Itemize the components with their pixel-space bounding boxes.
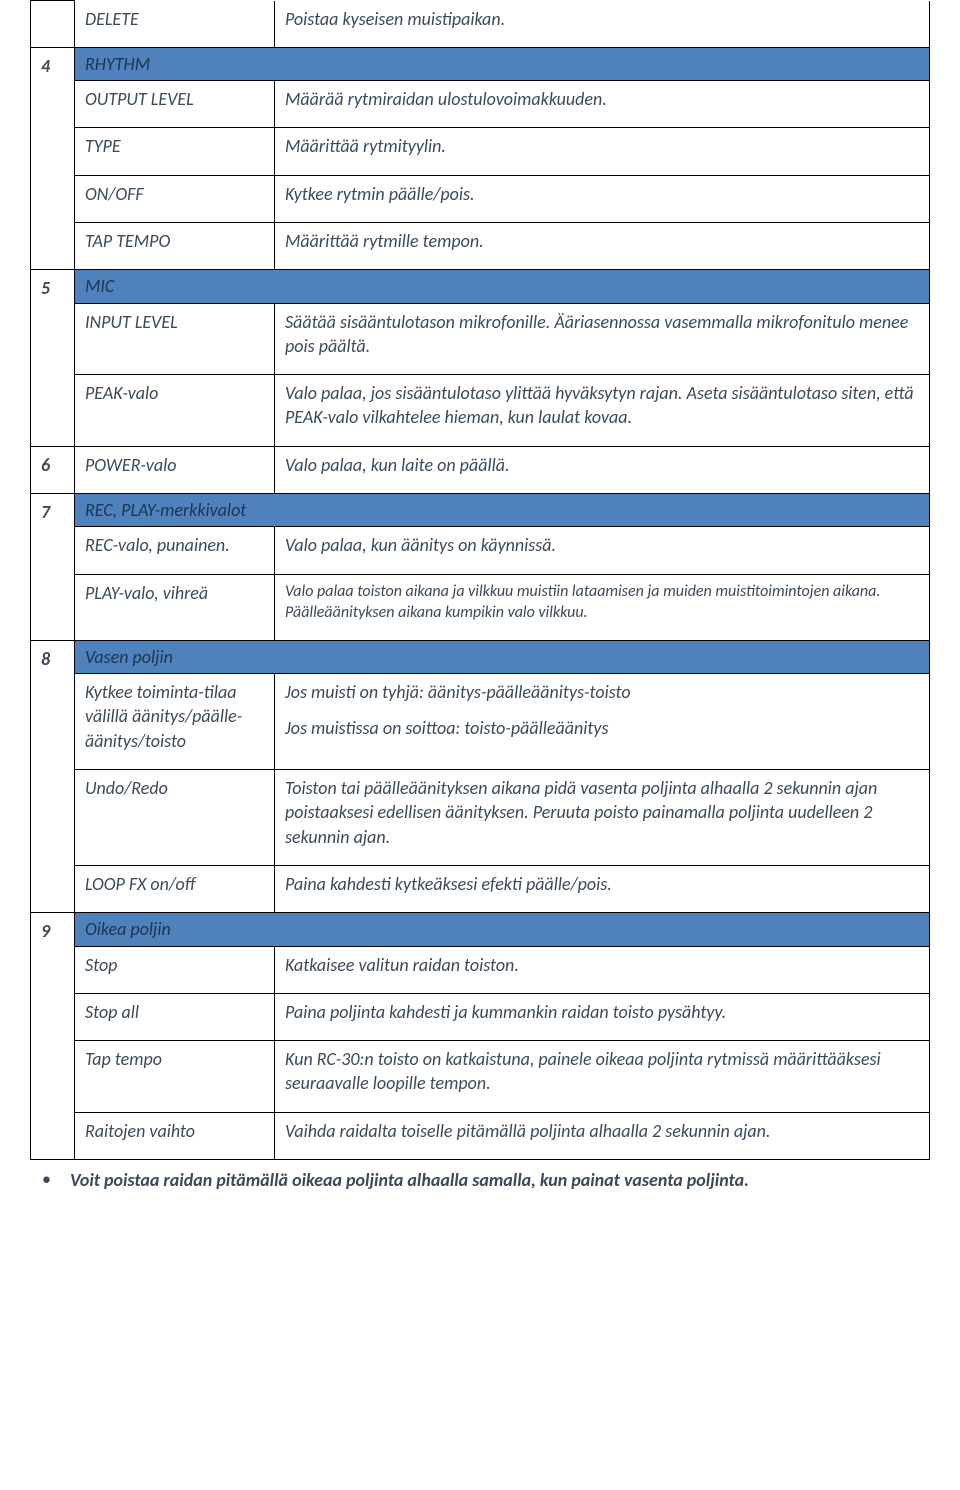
param-label: Raitojen vaihto [75, 1112, 275, 1159]
table-row: ON/OFF Kytkee rytmin päälle/pois. [31, 175, 930, 222]
row-number: 8 [31, 640, 75, 912]
param-label: TAP TEMPO [75, 222, 275, 269]
param-label: Kytkee toiminta-tilaa välillä äänitys/pä… [75, 674, 275, 770]
param-label: Stop [75, 946, 275, 993]
param-label: OUTPUT LEVEL [75, 81, 275, 128]
section-title: Vasen poljin [75, 640, 930, 673]
footnote-text: Voit poistaa raidan pitämällä oikeaa pol… [70, 1168, 930, 1193]
param-desc: Katkaisee valitun raidan toiston. [275, 946, 930, 993]
param-label: ON/OFF [75, 175, 275, 222]
param-label: Undo/Redo [75, 770, 275, 866]
param-label: POWER-valo [75, 446, 275, 493]
table-row: INPUT LEVEL Säätää sisääntulotason mikro… [31, 303, 930, 375]
table-row: LOOP FX on/off Paina kahdesti kytkeäkses… [31, 865, 930, 912]
param-label: REC-valo, punainen. [75, 527, 275, 574]
table-row: Raitojen vaihto Vaihda raidalta toiselle… [31, 1112, 930, 1159]
table-row: DELETE Poistaa kyseisen muistipaikan. [31, 1, 930, 48]
row-number [31, 1, 75, 48]
table-row: 6 POWER-valo Valo palaa, kun laite on pä… [31, 446, 930, 493]
param-label: LOOP FX on/off [75, 865, 275, 912]
section-title: MIC [75, 270, 930, 303]
table-row: TYPE Määrittää rytmityylin. [31, 128, 930, 175]
section-header-row: 7 REC, PLAY-merkkivalot [31, 494, 930, 527]
desc-line: Jos muistissa on soittoa: toisto-päälleä… [285, 716, 919, 740]
section-header-row: 8 Vasen poljin [31, 640, 930, 673]
param-label: Stop all [75, 993, 275, 1040]
param-label: INPUT LEVEL [75, 303, 275, 375]
footnote: • Voit poistaa raidan pitämällä oikeaa p… [30, 1168, 930, 1193]
row-number: 5 [31, 270, 75, 446]
section-header-row: 9 Oikea poljin [31, 913, 930, 946]
param-label: Tap tempo [75, 1041, 275, 1113]
param-desc: Valo palaa toiston aikana ja vilkkuu mui… [275, 574, 930, 640]
param-label: PEAK-valo [75, 375, 275, 447]
param-desc: Valo palaa, kun laite on päällä. [275, 446, 930, 493]
bullet-icon: • [42, 1168, 70, 1193]
table-row: Kytkee toiminta-tilaa välillä äänitys/pä… [31, 674, 930, 770]
param-desc: Jos muisti on tyhjä: äänitys-päälleäänit… [275, 674, 930, 770]
param-label: PLAY-valo, vihreä [75, 574, 275, 640]
param-desc: Määrittää rytmille tempon. [275, 222, 930, 269]
row-number: 6 [31, 446, 75, 493]
row-number: 4 [31, 47, 75, 269]
section-header-row: 5 MIC [31, 270, 930, 303]
table-row: PLAY-valo, vihreä Valo palaa toiston aik… [31, 574, 930, 640]
table-row: Undo/Redo Toiston tai päälleäänityksen a… [31, 770, 930, 866]
table-row: Tap tempo Kun RC-30:n toisto on katkaist… [31, 1041, 930, 1113]
section-title: RHYTHM [75, 47, 930, 80]
param-desc: Säätää sisääntulotason mikrofonille. Äär… [275, 303, 930, 375]
table-row: Stop Katkaisee valitun raidan toiston. [31, 946, 930, 993]
param-desc: Kytkee rytmin päälle/pois. [275, 175, 930, 222]
row-number: 9 [31, 913, 75, 1160]
section-title: Oikea poljin [75, 913, 930, 946]
section-title: REC, PLAY-merkkivalot [75, 494, 930, 527]
table-row: TAP TEMPO Määrittää rytmille tempon. [31, 222, 930, 269]
param-desc: Paina kahdesti kytkeäksesi efekti päälle… [275, 865, 930, 912]
row-number: 7 [31, 494, 75, 641]
param-desc: Määrittää rytmityylin. [275, 128, 930, 175]
reference-table: DELETE Poistaa kyseisen muistipaikan. 4 … [30, 0, 930, 1160]
param-desc: Poistaa kyseisen muistipaikan. [275, 1, 930, 48]
param-desc: Toiston tai päälleäänityksen aikana pidä… [275, 770, 930, 866]
desc-line: Jos muisti on tyhjä: äänitys-päälleäänit… [285, 680, 919, 704]
param-desc: Kun RC-30:n toisto on katkaistuna, paine… [275, 1041, 930, 1113]
param-desc: Vaihda raidalta toiselle pitämällä polji… [275, 1112, 930, 1159]
table-row: Stop all Paina poljinta kahdesti ja kumm… [31, 993, 930, 1040]
param-label: DELETE [75, 1, 275, 48]
param-desc: Paina poljinta kahdesti ja kummankin rai… [275, 993, 930, 1040]
param-label: TYPE [75, 128, 275, 175]
table-row: OUTPUT LEVEL Määrää rytmiraidan ulostulo… [31, 81, 930, 128]
table-row: PEAK-valo Valo palaa, jos sisääntulotaso… [31, 375, 930, 447]
page: DELETE Poistaa kyseisen muistipaikan. 4 … [0, 0, 960, 1213]
section-header-row: 4 RHYTHM [31, 47, 930, 80]
table-row: REC-valo, punainen. Valo palaa, kun ääni… [31, 527, 930, 574]
param-desc: Valo palaa, kun äänitys on käynnissä. [275, 527, 930, 574]
param-desc: Määrää rytmiraidan ulostulovoimakkuuden. [275, 81, 930, 128]
param-desc: Valo palaa, jos sisääntulotaso ylittää h… [275, 375, 930, 447]
